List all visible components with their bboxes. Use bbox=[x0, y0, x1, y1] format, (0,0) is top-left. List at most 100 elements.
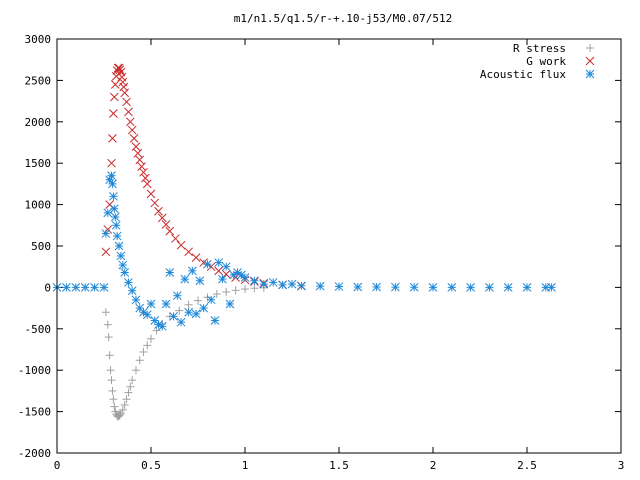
data-point bbox=[268, 278, 278, 287]
data-point bbox=[147, 334, 155, 343]
data-point bbox=[128, 376, 137, 385]
data-point bbox=[214, 266, 224, 276]
data-point bbox=[120, 400, 129, 409]
data-point bbox=[231, 286, 240, 295]
x-tick-label: 2 bbox=[430, 459, 437, 472]
data-point bbox=[259, 279, 269, 289]
data-point bbox=[112, 231, 122, 241]
data-point bbox=[184, 307, 193, 317]
data-point bbox=[203, 259, 212, 269]
data-point bbox=[391, 282, 400, 292]
data-point bbox=[522, 283, 532, 292]
data-point bbox=[161, 220, 171, 229]
data-point bbox=[142, 310, 152, 320]
data-point bbox=[110, 80, 120, 89]
data-point bbox=[108, 134, 117, 143]
legend-marker bbox=[586, 44, 594, 52]
y-tick-label: -1500 bbox=[18, 406, 51, 419]
data-point bbox=[71, 283, 81, 292]
data-point bbox=[485, 283, 494, 292]
y-tick-label: 2500 bbox=[25, 74, 52, 87]
data-point bbox=[122, 395, 131, 404]
data-point bbox=[131, 295, 141, 305]
data-point bbox=[139, 347, 148, 356]
x-tick-label: 1.5 bbox=[329, 459, 349, 472]
data-point bbox=[104, 333, 113, 342]
data-point bbox=[165, 226, 175, 236]
data-point bbox=[241, 285, 249, 294]
data-point bbox=[101, 247, 111, 257]
data-point bbox=[169, 312, 178, 321]
data-point bbox=[107, 158, 116, 168]
data-point bbox=[124, 388, 133, 397]
data-point bbox=[131, 142, 141, 151]
data-point bbox=[191, 253, 201, 262]
data-point bbox=[157, 213, 167, 223]
data-point bbox=[109, 395, 118, 404]
legend-label: R stress bbox=[513, 42, 566, 55]
data-point bbox=[278, 280, 287, 290]
data-point bbox=[180, 274, 190, 284]
data-point bbox=[146, 189, 156, 199]
data-point bbox=[175, 306, 184, 315]
data-point bbox=[315, 281, 325, 291]
data-point bbox=[184, 247, 193, 257]
data-point bbox=[111, 220, 121, 230]
y-tick-label: 2000 bbox=[25, 116, 52, 129]
data-point bbox=[125, 117, 135, 127]
data-point bbox=[109, 204, 119, 214]
data-point bbox=[110, 402, 119, 411]
data-point bbox=[99, 283, 109, 292]
x-tick-label: 3 bbox=[618, 459, 625, 472]
data-point bbox=[287, 279, 297, 289]
data-point bbox=[127, 286, 137, 296]
data-point bbox=[409, 282, 419, 292]
data-point bbox=[152, 326, 161, 335]
data-point bbox=[165, 268, 175, 277]
data-point bbox=[143, 341, 152, 350]
data-point bbox=[199, 303, 208, 313]
y-tick-label: -2000 bbox=[18, 447, 51, 460]
data-point bbox=[137, 162, 146, 171]
data-point bbox=[141, 173, 150, 183]
data-point bbox=[142, 179, 152, 189]
data-point bbox=[110, 212, 120, 222]
data-point bbox=[101, 308, 110, 317]
legend-label: G work bbox=[526, 55, 566, 68]
data-point bbox=[146, 299, 156, 309]
data-point bbox=[103, 208, 113, 218]
data-point bbox=[221, 269, 231, 279]
data-point bbox=[428, 283, 438, 292]
legend-marker bbox=[585, 56, 595, 66]
data-point bbox=[115, 65, 125, 74]
data-point bbox=[116, 251, 126, 261]
data-point bbox=[139, 167, 148, 177]
y-tick-label: 0 bbox=[44, 281, 51, 294]
x-tick-label: 0 bbox=[54, 459, 61, 472]
data-point bbox=[150, 198, 160, 208]
y-tick-label: 1000 bbox=[25, 199, 52, 212]
data-point bbox=[135, 155, 145, 165]
data-point bbox=[108, 386, 117, 395]
x-tick-label: 0.5 bbox=[141, 459, 161, 472]
data-point bbox=[108, 179, 117, 189]
data-point bbox=[131, 366, 140, 375]
data-point bbox=[135, 356, 144, 365]
y-tick-label: -500 bbox=[25, 323, 52, 336]
series-layer bbox=[52, 63, 556, 421]
data-point bbox=[225, 299, 235, 309]
data-point bbox=[80, 283, 90, 292]
data-point bbox=[157, 321, 167, 331]
data-point bbox=[126, 382, 135, 391]
data-point bbox=[176, 317, 186, 327]
data-point bbox=[222, 287, 231, 296]
data-point bbox=[116, 409, 125, 418]
data-point bbox=[109, 191, 118, 201]
x-tick-label: 2.5 bbox=[517, 459, 537, 472]
data-point bbox=[118, 405, 127, 414]
data-point bbox=[503, 283, 513, 292]
data-point bbox=[195, 276, 205, 286]
data-point bbox=[206, 295, 216, 305]
